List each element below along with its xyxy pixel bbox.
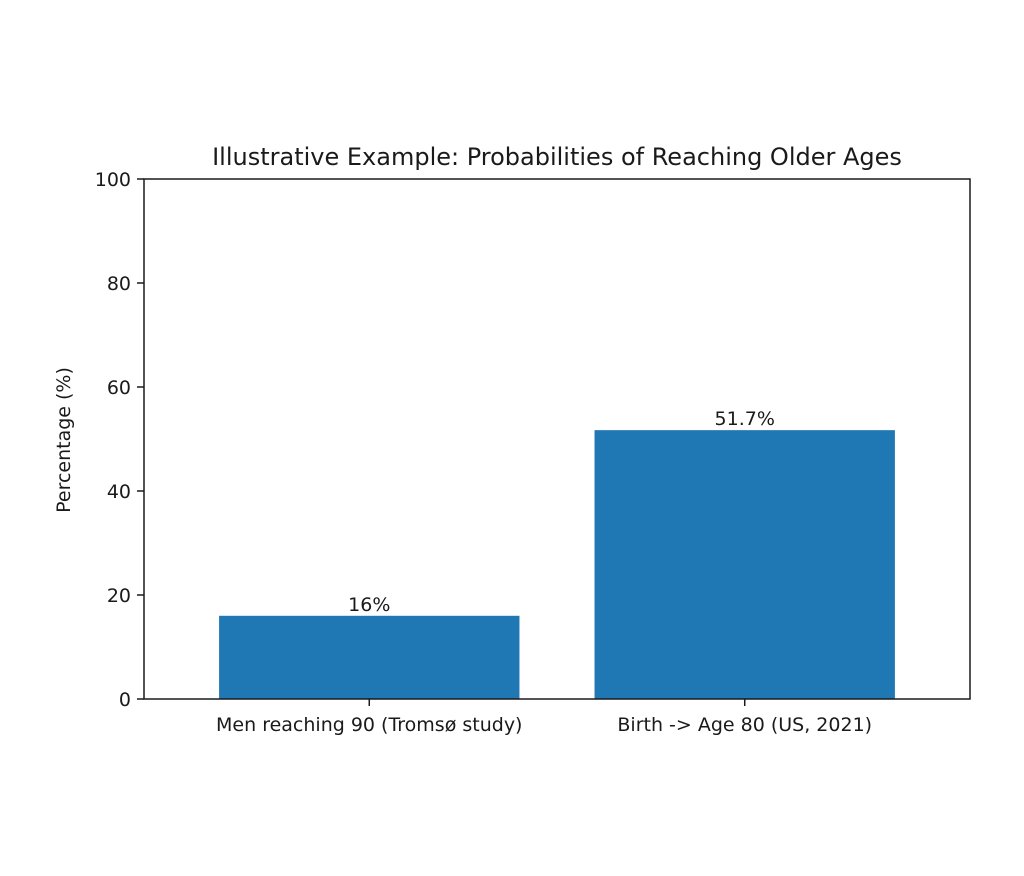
y-axis-label: Percentage (%)	[53, 367, 75, 513]
y-tick-label-80: 80	[107, 273, 131, 295]
bars-group	[219, 430, 895, 699]
y-tick-label-100: 100	[95, 169, 131, 191]
x-tick-label-1: Men reaching 90 (Tromsø study)	[216, 714, 522, 736]
y-axis-ticks: 0 20 40 60 80 100	[95, 169, 144, 711]
data-label-2: 51.7%	[715, 408, 775, 430]
chart-title: Illustrative Example: Probabilities of R…	[212, 143, 902, 171]
y-tick-label-20: 20	[107, 585, 131, 607]
data-label-1: 16%	[348, 594, 390, 616]
y-tick-label-40: 40	[107, 481, 131, 503]
data-labels-group: 16% 51.7%	[348, 408, 775, 616]
y-tick-label-0: 0	[119, 689, 131, 711]
bar-2	[594, 430, 895, 699]
y-tick-label-60: 60	[107, 377, 131, 399]
x-axis-ticks: Men reaching 90 (Tromsø study) Birth -> A…	[216, 699, 872, 736]
bar-1	[219, 615, 520, 699]
x-tick-label-2: Birth -> Age 80 (US, 2021)	[617, 714, 872, 736]
plot-area-frame	[143, 178, 971, 700]
